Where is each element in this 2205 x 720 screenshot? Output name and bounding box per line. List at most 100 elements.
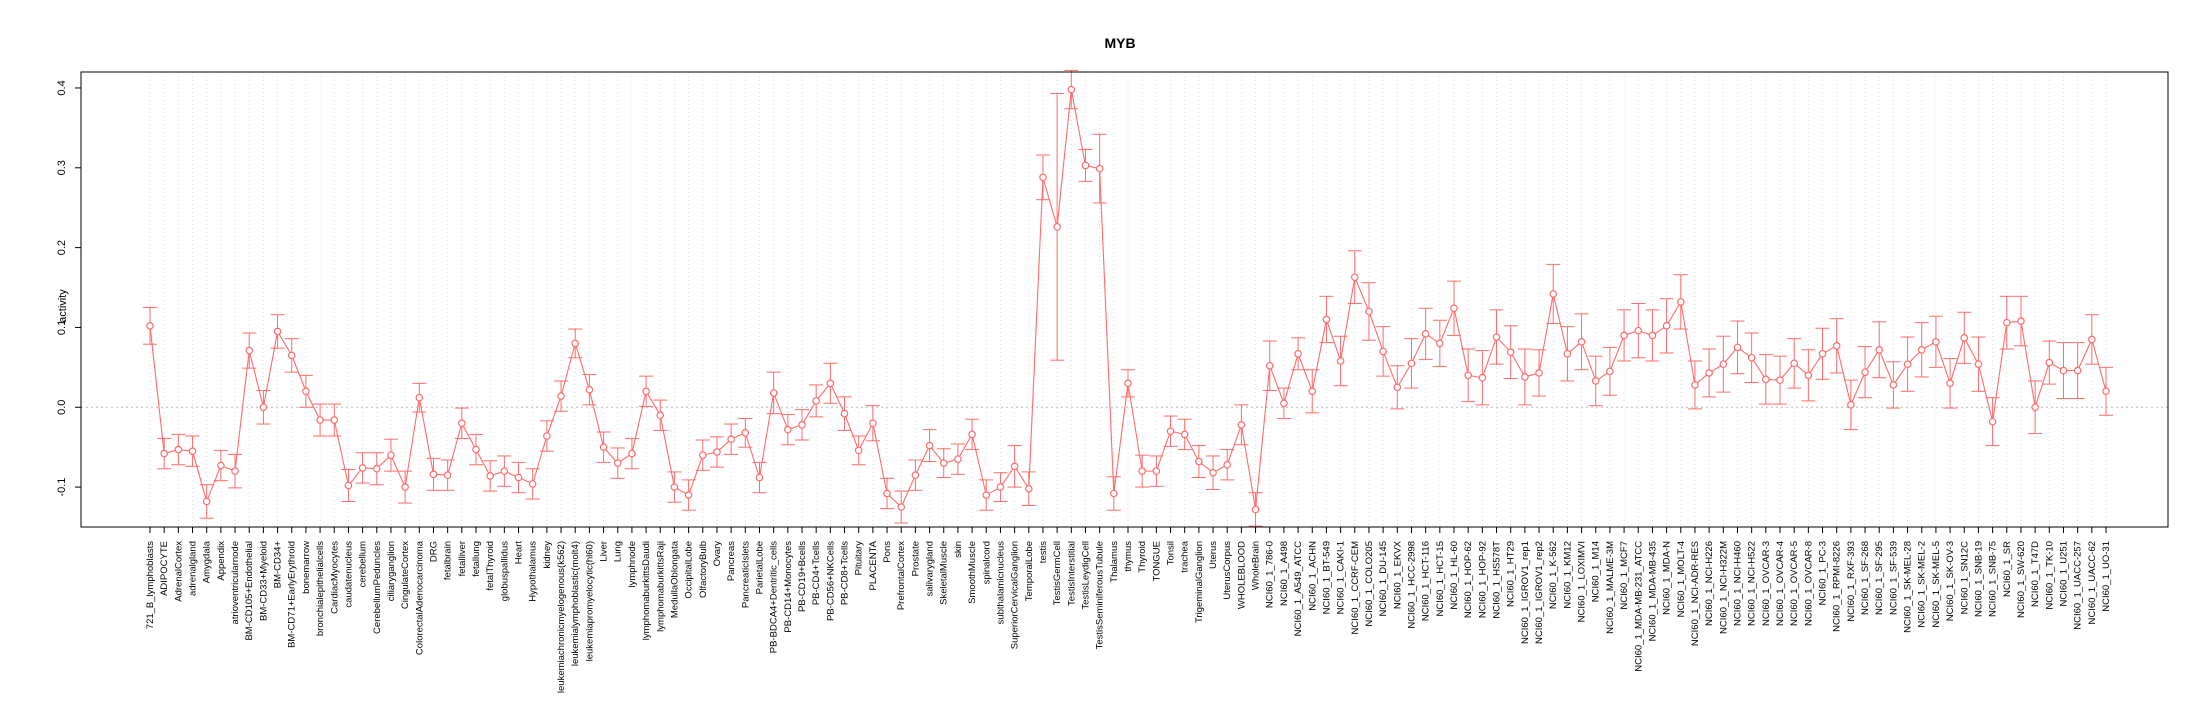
x-tick-label: NCI60_1_HCT-116 xyxy=(1421,541,1432,621)
x-tick-label: NCI60_1_MDA-N xyxy=(1662,541,1673,615)
x-tick-label: CerebellumPeduncles xyxy=(372,541,383,634)
data-points xyxy=(146,85,2110,514)
data-point xyxy=(330,416,339,424)
data-point xyxy=(1917,345,1926,354)
x-tick-label: NCI60_1_KM12 xyxy=(1562,541,1573,609)
x-tick-label: NCI60_1_SN12C xyxy=(1959,541,1970,615)
x-tick-label: NCI60_1_MDA-MB-231_ATCC xyxy=(1633,541,1644,672)
x-tick-label: NCI60_1_A498 xyxy=(1279,541,1290,606)
x-tick-label: atrioventricularnode xyxy=(230,541,241,624)
x-tick-label: AdrenalCortex xyxy=(173,541,184,602)
x-tick-label: Ovary xyxy=(712,541,723,567)
x-tick-label: NCI60_1_SK-MEL-2 xyxy=(1917,541,1928,628)
data-point xyxy=(1379,347,1387,356)
x-tick-label: TrigeminalGanglion xyxy=(1194,541,1205,623)
data-point xyxy=(1308,387,1317,396)
data-point xyxy=(1634,326,1643,335)
data-point xyxy=(287,351,296,360)
data-point xyxy=(1124,379,1132,388)
x-tick-label: PB-BDCA4+Dentritic_cells xyxy=(769,541,780,653)
x-tick-label: NCI60_1_SK-MEL-5 xyxy=(1931,541,1942,628)
data-point xyxy=(854,446,863,455)
data-point xyxy=(1095,164,1104,173)
x-tick-label: Uterus xyxy=(1208,541,1219,569)
x-tick-label: NCI60_1_HOP-92 xyxy=(1477,541,1488,618)
error-bars xyxy=(143,69,2113,527)
x-tick-label: NCI60_1_IGROV1_rep1 xyxy=(1520,541,1531,644)
data-point xyxy=(840,409,849,418)
data-point xyxy=(2017,317,2025,325)
data-point xyxy=(1889,381,1898,389)
x-tick-label: lymphomaburkittsDaudi xyxy=(641,541,652,640)
data-point xyxy=(798,421,806,429)
data-point xyxy=(472,445,480,454)
data-point xyxy=(259,403,268,412)
x-tick-label: NCI60_1_SNB-75 xyxy=(1988,541,1999,617)
x-tick-label: kidney xyxy=(542,541,553,569)
data-point xyxy=(1549,290,1558,298)
data-point xyxy=(1960,334,1969,342)
data-point xyxy=(514,473,523,482)
x-tick-label: NCI60_1_HS578T xyxy=(1492,541,1503,619)
data-point xyxy=(982,491,991,499)
data-point xyxy=(1280,399,1288,408)
x-tick-label: NCI60_1_MDA-MB-435 xyxy=(1647,541,1658,641)
data-point xyxy=(2102,387,2110,396)
data-point xyxy=(1010,462,1019,471)
x-tick-label: MedullaOblongata xyxy=(669,540,680,618)
plot-frame xyxy=(80,71,2169,528)
data-point xyxy=(1464,371,1472,380)
data-point xyxy=(1053,223,1061,231)
x-tick-label: PancreaticIslets xyxy=(740,541,751,608)
data-point xyxy=(1421,330,1430,338)
data-point xyxy=(486,472,494,480)
grid-lines xyxy=(149,72,2107,527)
x-tick-label: NCI60_1_HOP-62 xyxy=(1463,541,1474,618)
x-tick-label: fetalliver xyxy=(457,541,468,576)
x-tick-label: NCI60_1_SF-539 xyxy=(1888,541,1899,615)
x-tick-label: Thyroid xyxy=(1137,541,1148,573)
data-point xyxy=(613,459,622,467)
y-tick-label: -0.1 xyxy=(56,478,68,497)
x-tick-label: NCI60_1_SR xyxy=(2002,541,2013,597)
data-point xyxy=(1365,307,1373,316)
data-point xyxy=(1861,368,1869,376)
data-point xyxy=(429,470,438,479)
x-tick-label: NCI60_1_MOLT-4 xyxy=(1676,541,1687,617)
x-tick-label: subthalamicnucleus xyxy=(995,541,1006,625)
x-tick-label: bronchialepithelialcells xyxy=(315,541,326,636)
y-tick-label: 0.1 xyxy=(56,320,68,335)
x-tick-label: NCI60_1_OVCAR-8 xyxy=(1803,541,1814,626)
data-point xyxy=(543,432,551,440)
data-point xyxy=(1832,341,1841,350)
x-tick-label: NCI60_1_OVCAR-5 xyxy=(1789,541,1800,626)
x-tick-label: TemporalLobe xyxy=(1024,541,1035,601)
data-point xyxy=(1492,333,1501,341)
x-tick-label: NCI60_1_786-0 xyxy=(1265,541,1276,608)
x-tick-label: CingulateCortex xyxy=(400,541,411,609)
data-point xyxy=(401,483,409,491)
x-tick-label: NCI60_1_EKVX xyxy=(1392,540,1403,609)
data-point xyxy=(188,447,197,455)
x-tick-label: TONGUE xyxy=(1151,541,1162,581)
data-point xyxy=(1563,349,1572,358)
x-tick-label: leukemiapromyelocytic(hl60) xyxy=(584,541,595,661)
data-point xyxy=(1932,338,1940,346)
x-tick-label: NCI60_1_UACC-62 xyxy=(2087,541,2098,624)
data-point xyxy=(1847,401,1855,409)
x-tick-label: NCI60_1_TK-10 xyxy=(2044,541,2055,610)
x-tick-label: NCI60_1_DU-145 xyxy=(1378,541,1389,617)
data-point xyxy=(642,387,650,396)
data-point xyxy=(344,481,353,490)
data-point xyxy=(812,397,820,405)
x-tick-label: Thalamus xyxy=(1109,541,1120,583)
x-tick-label: spinalcord xyxy=(981,541,992,584)
x-tick-label: NCI60_1_HCC-2998 xyxy=(1406,541,1417,629)
data-point xyxy=(1946,379,1954,388)
y-tick-label: 0.0 xyxy=(56,400,68,415)
x-tick-label: BM-CD33+Myeloid xyxy=(258,541,269,621)
x-tick-label: Lung xyxy=(613,541,624,562)
data-point xyxy=(1223,460,1232,469)
x-tick-label: ciliaryganglion xyxy=(386,541,397,601)
data-point xyxy=(217,461,225,470)
